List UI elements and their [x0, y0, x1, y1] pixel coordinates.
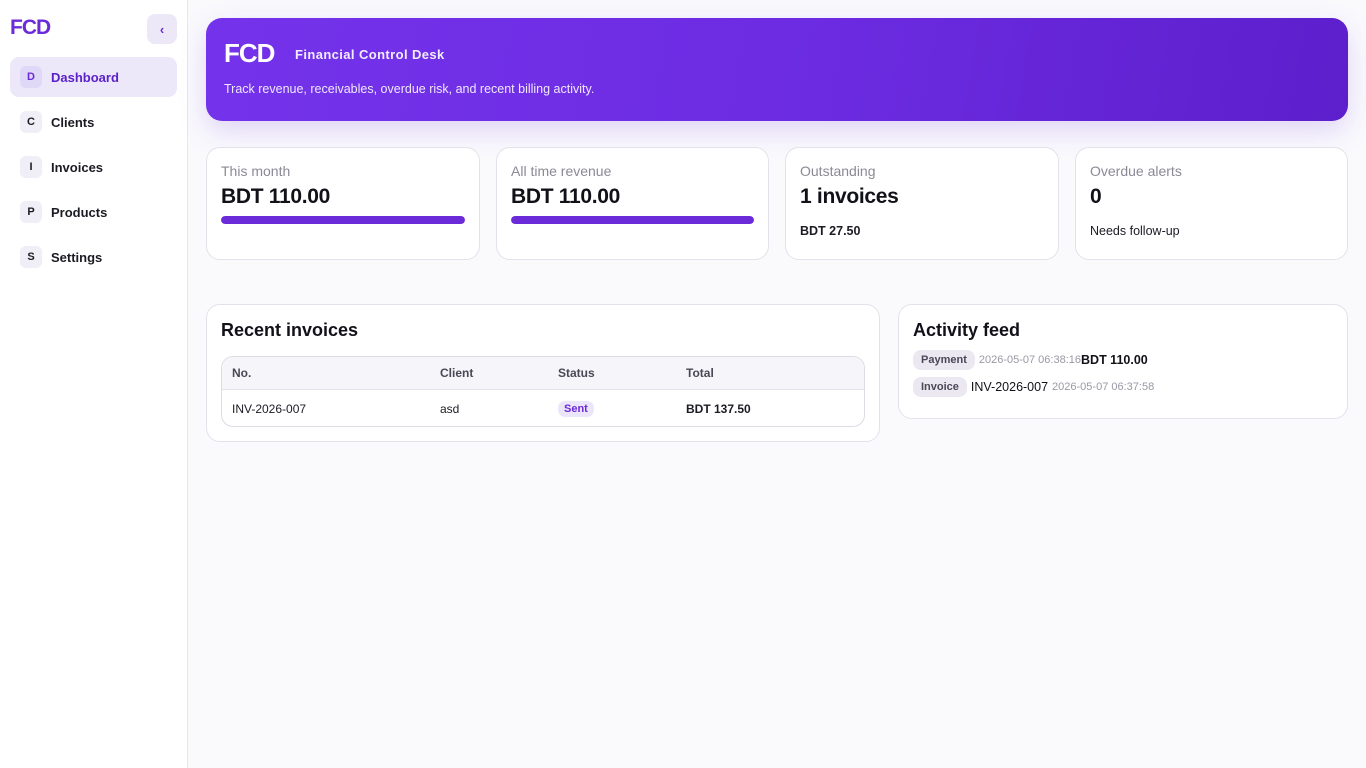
sidebar: FCD ‹ D Dashboard C Clients I Invoices P… [0, 0, 188, 768]
progress-bar-fill [221, 216, 465, 224]
stat-card-overdue-alerts: Overdue alerts 0 Needs follow-up [1075, 147, 1348, 260]
stat-label: All time revenue [511, 163, 612, 179]
column-header-client[interactable]: Client [440, 366, 474, 380]
activity-item: Invoice INV-2026-007 2026-05-07 06:37:58 [913, 377, 1154, 397]
activity-type-badge: Payment [913, 350, 975, 370]
recent-invoices-panel: Recent invoices No. Client Status Total … [206, 304, 880, 442]
sidebar-item-clients[interactable]: C Clients [10, 102, 177, 142]
stat-value: 1 invoices [800, 185, 899, 208]
stat-label: This month [221, 163, 291, 179]
sidebar-item-settings[interactable]: S Settings [10, 237, 177, 277]
stat-value: BDT 110.00 [511, 185, 621, 208]
table-row[interactable]: INV-2026-007 asd Sent BDT 137.50 [222, 390, 864, 426]
nav-letter-icon: S [20, 246, 42, 268]
stat-value: 0 [1090, 185, 1102, 208]
progress-bar [511, 216, 754, 224]
stat-note: BDT 27.50 [800, 224, 861, 238]
sidebar-item-dashboard[interactable]: D Dashboard [10, 57, 177, 97]
sidebar-item-label: Clients [51, 114, 95, 130]
status-badge: Sent [558, 400, 594, 417]
sidebar-item-label: Invoices [51, 159, 104, 175]
hero-subtitle: Financial Control Desk [295, 47, 445, 62]
invoice-client: asd [440, 401, 460, 416]
invoice-total: BDT 137.50 [686, 401, 751, 416]
sidebar-item-products[interactable]: P Products [10, 192, 177, 232]
nav-letter-icon: I [20, 156, 42, 178]
stat-note: Needs follow-up [1090, 224, 1180, 238]
activity-item: Payment 2026-05-07 06:38:16 BDT 110.00 [913, 350, 1148, 370]
stat-card-all-time-revenue: All time revenue BDT 110.00 [496, 147, 769, 260]
hero-description: Track revenue, receivables, overdue risk… [224, 82, 595, 96]
brand-logo[interactable]: FCD [10, 16, 51, 39]
activity-feed-panel: Activity feed Payment 2026-05-07 06:38:1… [898, 304, 1348, 419]
chevron-left-icon: ‹ [159, 21, 165, 37]
invoices-table: No. Client Status Total INV-2026-007 asd… [221, 356, 865, 427]
nav-letter-icon: P [20, 201, 42, 223]
stat-card-outstanding: Outstanding 1 invoices BDT 27.50 [785, 147, 1059, 260]
column-header-no[interactable]: No. [232, 366, 252, 380]
stat-label: Overdue alerts [1090, 163, 1182, 179]
column-header-total[interactable]: Total [686, 366, 714, 380]
hero-title: FCD [224, 38, 275, 68]
sidebar-item-label: Dashboard [51, 69, 119, 85]
hero-banner: FCD Financial Control Desk Track revenue… [206, 18, 1348, 121]
progress-bar-fill [511, 216, 754, 224]
stat-card-this-month: This month BDT 110.00 [206, 147, 480, 260]
stat-label: Outstanding [800, 163, 876, 179]
invoice-number: INV-2026-007 [232, 401, 307, 416]
recent-invoices-title: Recent invoices [221, 320, 359, 340]
sidebar-collapse-button[interactable]: ‹ [147, 14, 177, 44]
column-header-status[interactable]: Status [558, 366, 595, 380]
invoice-status: Sent [558, 390, 594, 426]
activity-time: 2026-05-07 06:38:16 [978, 354, 1082, 366]
sidebar-nav: D Dashboard C Clients I Invoices P Produ… [10, 57, 177, 282]
activity-feed-title: Activity feed [913, 320, 1021, 340]
sidebar-item-label: Products [51, 204, 108, 220]
nav-letter-icon: D [20, 66, 42, 88]
sidebar-item-invoices[interactable]: I Invoices [10, 147, 177, 187]
activity-reference: INV-2026-007 [970, 380, 1049, 394]
table-header: No. Client Status Total [222, 357, 864, 390]
activity-amount: BDT 110.00 [1081, 353, 1148, 367]
sidebar-item-label: Settings [51, 249, 103, 265]
progress-bar [221, 216, 465, 224]
activity-type-badge: Invoice [913, 377, 967, 397]
activity-time: 2026-05-07 06:37:58 [1052, 381, 1155, 393]
nav-letter-icon: C [20, 111, 42, 133]
stat-value: BDT 110.00 [221, 185, 331, 208]
